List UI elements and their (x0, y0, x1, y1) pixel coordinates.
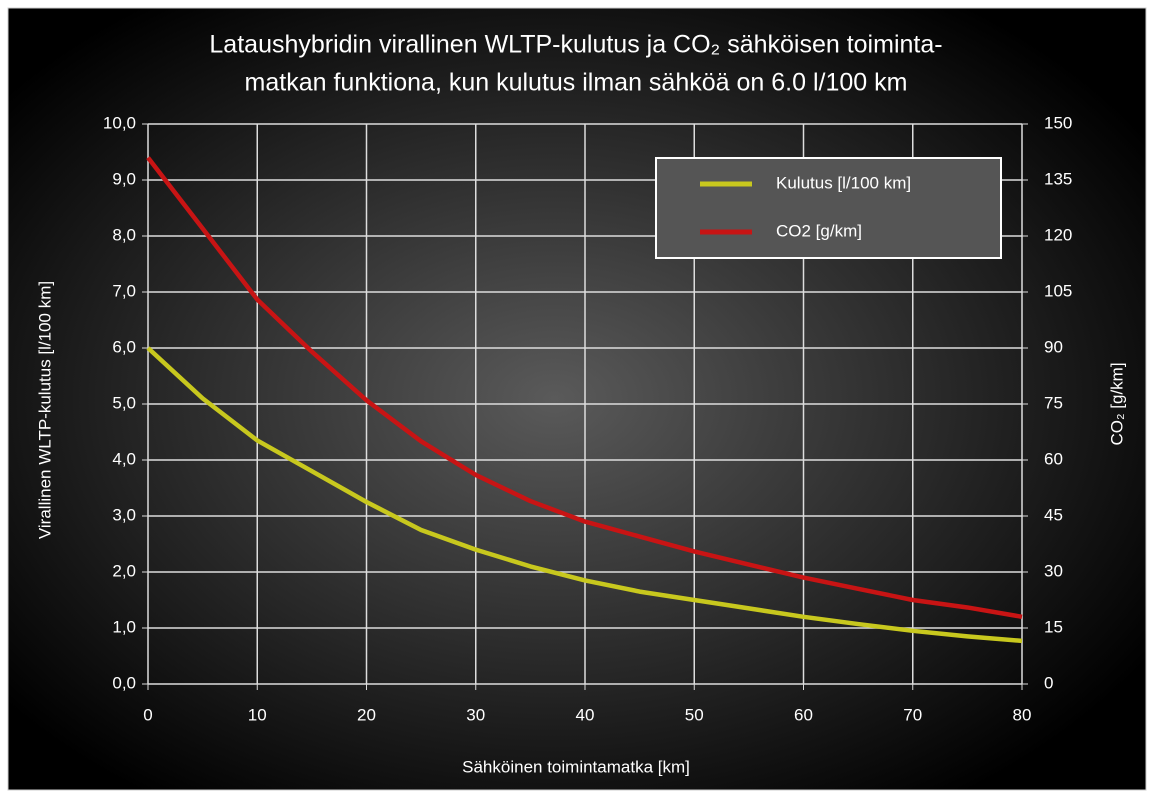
x-tick-label: 70 (903, 705, 922, 724)
y-tick-label: 0,0 (112, 673, 136, 692)
y2-axis-label: CO₂ [g/km] (1107, 362, 1126, 445)
y2-tick-label: 30 (1044, 561, 1063, 580)
line-series (146, 346, 1023, 644)
y2-tick-label: 45 (1044, 505, 1063, 524)
chart-title: Lataushybridin virallinen WLTP-kulutus j… (209, 31, 942, 59)
x-tick-label: 40 (576, 705, 595, 724)
y-tick-label: 1,0 (112, 617, 136, 636)
x-tick-label: 0 (143, 705, 152, 724)
y2-tick-label: 75 (1044, 393, 1063, 412)
x-tick-label: 80 (1013, 705, 1032, 724)
legend-box (655, 157, 1002, 259)
y-tick-label: 7,0 (112, 281, 136, 300)
x-tick-label: 60 (794, 705, 813, 724)
y-tick-label: 3,0 (112, 505, 136, 524)
y-axis-label: Virallinen WLTP-kulutus [l/100 km] (35, 281, 54, 539)
y2-tick-label: 60 (1044, 449, 1063, 468)
legend-label: CO2 [g/km] (776, 221, 862, 240)
x-tick-label: 30 (466, 705, 485, 724)
background (7, 7, 1147, 791)
x-tick-label: 10 (248, 705, 267, 724)
y-tick-label: 9,0 (112, 169, 136, 188)
x-tick-label: 20 (357, 705, 376, 724)
line-series (146, 156, 1023, 620)
y2-tick-label: 135 (1044, 169, 1072, 188)
y-tick-label: 5,0 (112, 393, 136, 412)
chart-title: matkan funktiona, kun kulutus ilman sähk… (245, 69, 908, 97)
y2-tick-label: 0 (1044, 673, 1053, 692)
legend-label: Kulutus [l/100 km] (776, 173, 911, 192)
y-tick-label: 2,0 (112, 561, 136, 580)
y-tick-label: 4,0 (112, 449, 136, 468)
x-axis-label: Sähköinen toimintamatka [km] (462, 757, 690, 776)
y-tick-label: 6,0 (112, 337, 136, 356)
y2-tick-label: 150 (1044, 113, 1072, 132)
y2-tick-label: 15 (1044, 617, 1063, 636)
x-tick-label: 50 (685, 705, 704, 724)
y-tick-label: 8,0 (112, 225, 136, 244)
y2-tick-label: 90 (1044, 337, 1063, 356)
y-tick-label: 10,0 (103, 113, 136, 132)
y2-tick-label: 105 (1044, 281, 1072, 300)
y2-tick-label: 120 (1044, 225, 1072, 244)
